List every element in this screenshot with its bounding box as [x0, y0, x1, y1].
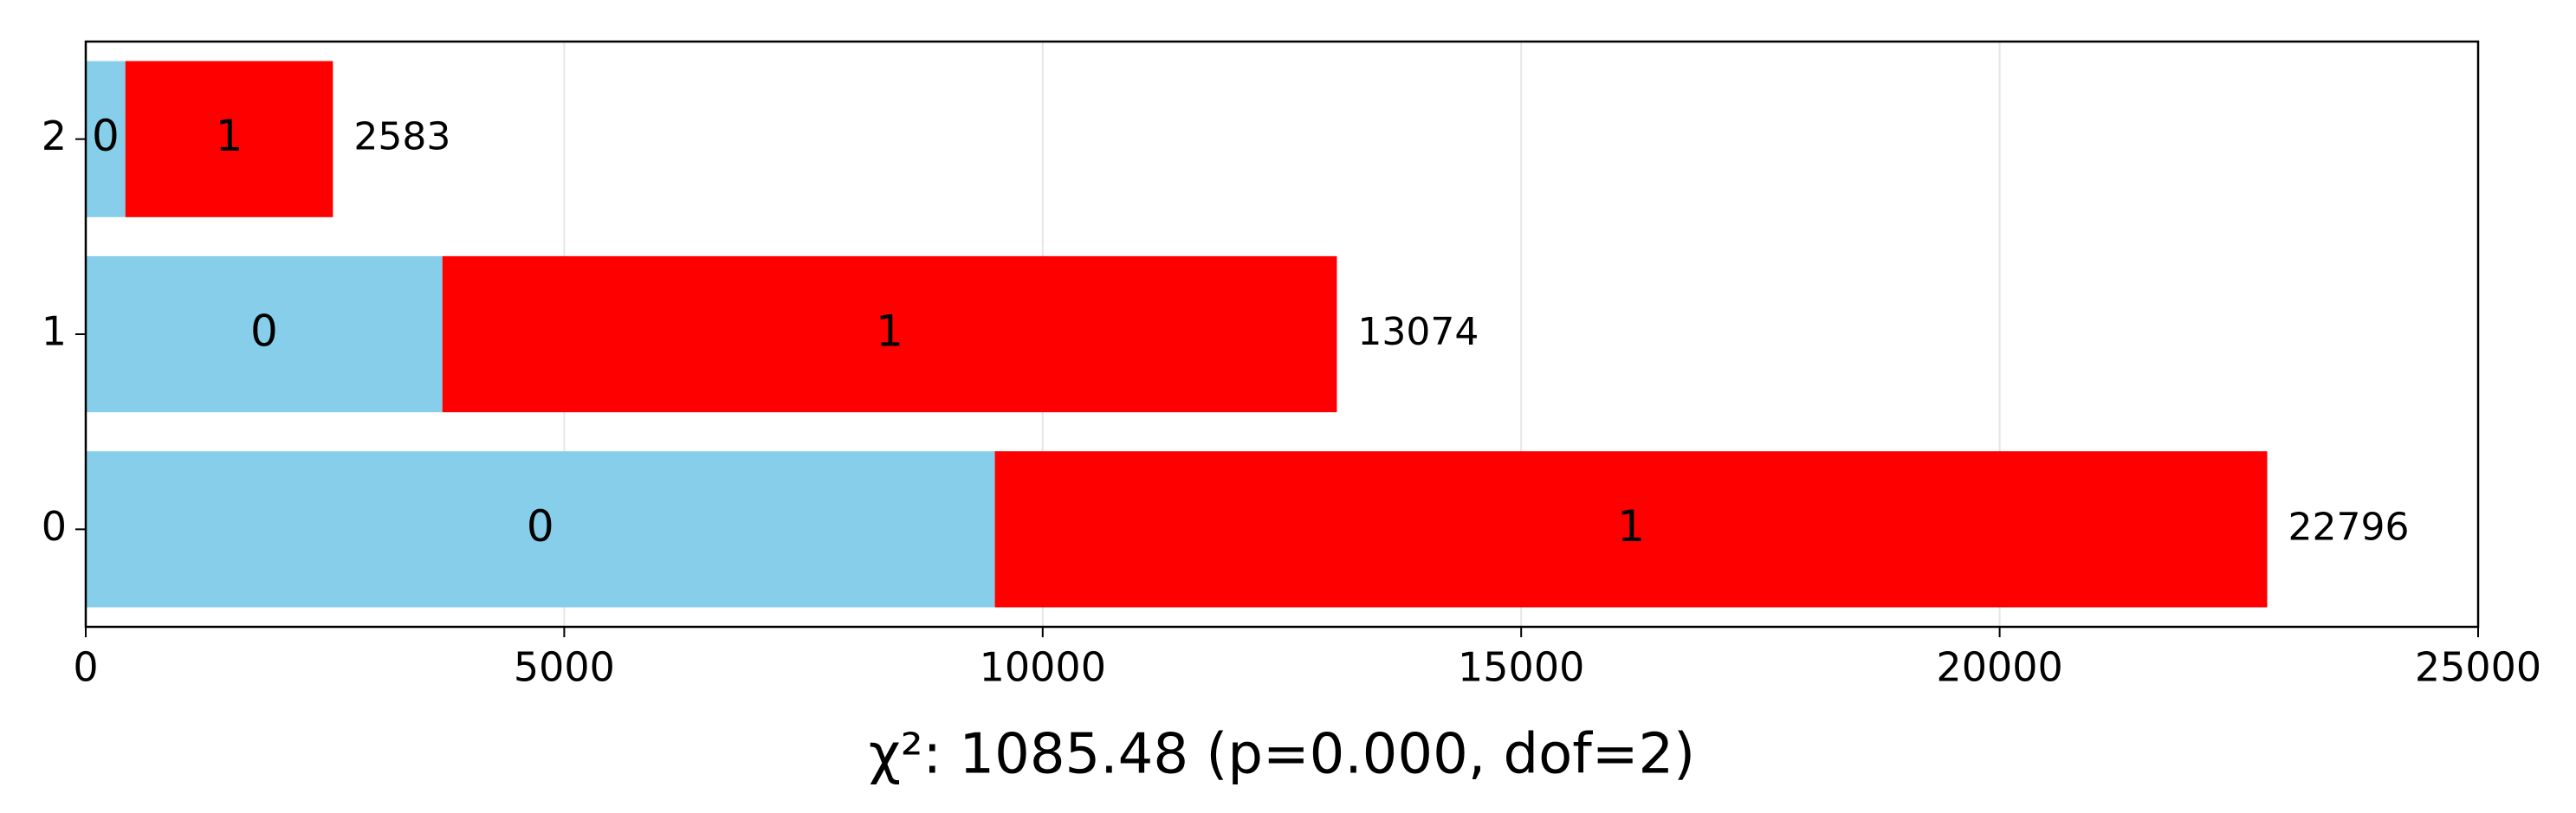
bar-segment	[994, 451, 2268, 608]
total-label: 13074	[1357, 310, 1479, 354]
bar-segment	[86, 61, 126, 217]
bar-segment	[86, 255, 443, 413]
segment-label: 0	[92, 111, 120, 161]
segment-label: 0	[250, 306, 278, 357]
total-label: 22796	[2288, 505, 2410, 549]
segment-label: 1	[216, 111, 243, 161]
y-tick-label: 1	[42, 308, 67, 355]
total-label: 2583	[353, 115, 450, 159]
bar-segment	[125, 61, 333, 217]
x-tick-label: 5000	[514, 644, 615, 691]
plot-frame	[84, 40, 2480, 629]
bar-segment	[86, 451, 995, 608]
x-tick-label: 0	[73, 644, 98, 691]
segment-label: 1	[1617, 501, 1645, 552]
x-tick-label: 20000	[1936, 644, 2062, 691]
segment-label: 0	[527, 501, 554, 552]
segment-label: 1	[876, 306, 903, 357]
bar-segment	[442, 255, 1337, 413]
y-tick-label: 2	[42, 113, 67, 159]
x-tick-label: 15000	[1458, 644, 1584, 691]
x-axis-label: χ²: 1085.48 (p=0.000, dof=2)	[869, 723, 1695, 787]
x-tick-label: 10000	[980, 644, 1106, 691]
x-tick-label: 25000	[2415, 644, 2541, 691]
y-tick-label: 0	[42, 503, 67, 550]
